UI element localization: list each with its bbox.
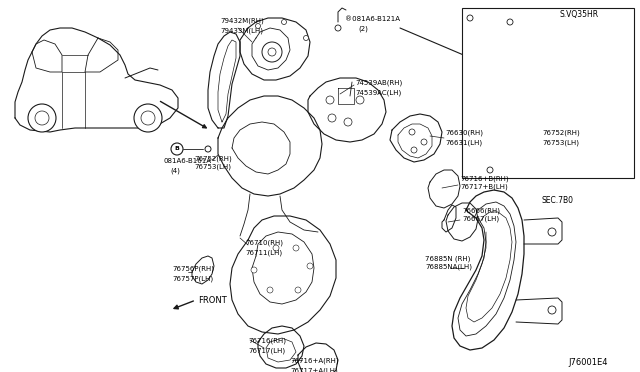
- Text: 76631(LH): 76631(LH): [445, 139, 482, 145]
- Text: (4): (4): [170, 167, 180, 173]
- Circle shape: [267, 287, 273, 293]
- Text: 76717(LH): 76717(LH): [248, 347, 285, 353]
- Text: 76711(LH): 76711(LH): [245, 249, 282, 256]
- Text: 74539AC(LH): 74539AC(LH): [355, 89, 401, 96]
- Circle shape: [326, 96, 334, 104]
- Circle shape: [507, 19, 513, 25]
- Circle shape: [255, 23, 260, 29]
- Text: ®081A6-B121A: ®081A6-B121A: [345, 16, 400, 22]
- Text: 76756P(RH): 76756P(RH): [172, 266, 214, 273]
- Text: J76001E4: J76001E4: [568, 358, 607, 367]
- Circle shape: [344, 118, 352, 126]
- Text: 76716+B(RH): 76716+B(RH): [460, 175, 509, 182]
- Circle shape: [262, 42, 282, 62]
- Text: 76885NA(LH): 76885NA(LH): [425, 264, 472, 270]
- Circle shape: [356, 96, 364, 104]
- Text: SEC.7B0: SEC.7B0: [542, 196, 574, 205]
- Circle shape: [251, 267, 257, 273]
- Circle shape: [295, 287, 301, 293]
- Text: 76717+A(LH): 76717+A(LH): [290, 367, 338, 372]
- Text: 76667(LH): 76667(LH): [462, 216, 499, 222]
- Circle shape: [303, 35, 308, 41]
- Circle shape: [487, 167, 493, 173]
- Text: 74539AB(RH): 74539AB(RH): [355, 80, 403, 87]
- Circle shape: [548, 306, 556, 314]
- Circle shape: [141, 111, 155, 125]
- Circle shape: [328, 114, 336, 122]
- Circle shape: [171, 143, 183, 155]
- Circle shape: [335, 25, 341, 31]
- Circle shape: [28, 104, 56, 132]
- Circle shape: [268, 48, 276, 56]
- Text: 76753(LH): 76753(LH): [542, 139, 579, 145]
- Text: 76716+A(RH): 76716+A(RH): [290, 358, 339, 365]
- Text: 76752(RH): 76752(RH): [542, 130, 580, 137]
- Text: 76752(RH): 76752(RH): [194, 155, 232, 161]
- Circle shape: [548, 228, 556, 236]
- Text: B: B: [175, 147, 179, 151]
- Circle shape: [409, 129, 415, 135]
- Circle shape: [35, 111, 49, 125]
- Text: (2): (2): [358, 25, 368, 32]
- Text: 081A6-B161A: 081A6-B161A: [163, 158, 211, 164]
- Text: FRONT: FRONT: [198, 296, 227, 305]
- Circle shape: [411, 147, 417, 153]
- Text: S.VQ35HR: S.VQ35HR: [560, 10, 599, 19]
- Text: 76716(RH): 76716(RH): [248, 338, 286, 344]
- Circle shape: [134, 104, 162, 132]
- Text: 76753(LH): 76753(LH): [194, 164, 231, 170]
- Circle shape: [282, 19, 287, 25]
- Circle shape: [307, 263, 313, 269]
- Text: 79432M(RH): 79432M(RH): [220, 18, 264, 25]
- Text: 76710(RH): 76710(RH): [245, 240, 283, 247]
- Text: 76885N (RH): 76885N (RH): [425, 255, 470, 262]
- Circle shape: [293, 245, 299, 251]
- Circle shape: [273, 245, 279, 251]
- Text: 76717+B(LH): 76717+B(LH): [460, 184, 508, 190]
- Circle shape: [421, 139, 427, 145]
- Text: 76666(RH): 76666(RH): [462, 207, 500, 214]
- Bar: [462, 8, 634, 178]
- Text: 76630(RH): 76630(RH): [445, 130, 483, 137]
- Circle shape: [467, 15, 473, 21]
- Circle shape: [205, 146, 211, 152]
- Text: 79433M(LH): 79433M(LH): [220, 27, 263, 33]
- Text: 76757P(LH): 76757P(LH): [172, 275, 213, 282]
